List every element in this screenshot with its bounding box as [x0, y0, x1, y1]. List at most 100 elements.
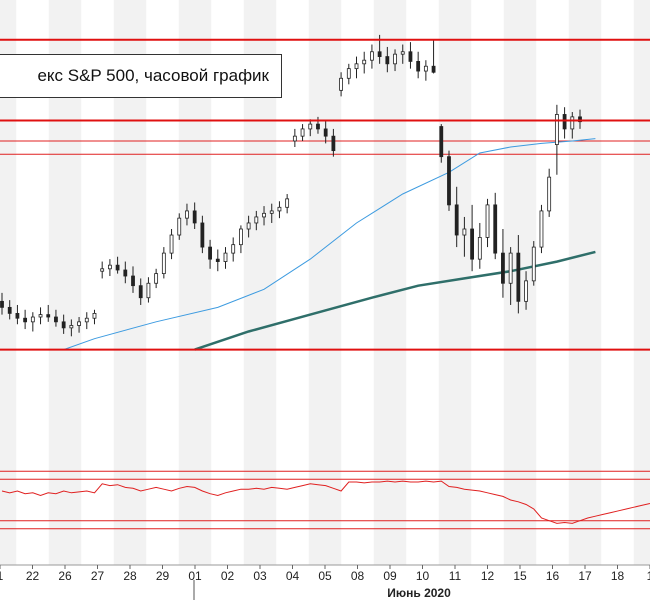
candle-body	[316, 123, 320, 130]
candle-body	[185, 210, 189, 219]
x-tick-label: 16	[546, 569, 560, 583]
candle-body	[77, 321, 81, 326]
candle-body	[169, 234, 174, 254]
x-tick-label: 1	[647, 569, 650, 583]
candle-body	[46, 314, 51, 318]
candle	[470, 204, 475, 272]
candle-body	[323, 128, 328, 137]
day-band	[373, 0, 407, 565]
candle	[146, 277, 151, 303]
candle-body	[200, 222, 205, 248]
candle	[331, 128, 336, 157]
x-tick-label: 09	[383, 569, 397, 583]
candle-body	[154, 273, 159, 284]
candle	[292, 128, 297, 148]
candle	[570, 112, 575, 139]
short-moving-average-line	[63, 138, 596, 351]
x-tick-label: 05	[318, 569, 332, 583]
candle-body	[292, 135, 297, 142]
candle-body	[107, 264, 112, 270]
candle-body	[115, 264, 120, 271]
candle	[239, 225, 243, 254]
candle-body	[215, 258, 220, 262]
candle	[262, 206, 266, 226]
candle-body	[362, 59, 367, 65]
candle-body	[285, 198, 290, 208]
candle-body	[38, 314, 43, 318]
candle	[123, 261, 128, 284]
candle-body	[208, 246, 212, 260]
candle-body	[23, 317, 28, 323]
candle-body	[69, 325, 74, 329]
candle	[501, 229, 505, 298]
candle	[100, 261, 105, 279]
candle	[454, 186, 459, 248]
candle	[531, 241, 536, 286]
candle	[84, 312, 89, 330]
candle	[254, 210, 259, 231]
candle-body	[177, 217, 182, 236]
x-tick-label: 22	[26, 569, 40, 583]
candle	[0, 292, 4, 315]
x-tick-label: 12	[481, 569, 495, 583]
x-tick-label: 17	[578, 569, 592, 583]
candle	[7, 300, 12, 320]
candle-body	[531, 246, 536, 282]
x-tick-label: 27	[91, 569, 105, 583]
x-tick-label: 18	[611, 569, 625, 583]
candle-body	[562, 114, 567, 130]
candle-body	[138, 285, 143, 299]
candle	[400, 44, 405, 64]
candle	[493, 192, 498, 260]
candle	[131, 266, 135, 293]
candle	[370, 44, 374, 69]
candle-body	[300, 128, 305, 137]
candle-body	[15, 312, 20, 319]
candle-body	[416, 61, 421, 72]
candle	[269, 203, 274, 223]
candle-body	[516, 252, 521, 302]
candle	[200, 215, 205, 254]
candle-body	[508, 252, 513, 284]
candle-body	[447, 156, 451, 206]
candle	[23, 309, 28, 330]
candle	[69, 319, 74, 337]
x-axis: 1 22 26 27 28 29 01 02 03 04 05 08 09 10 11 12 15 16 17 18 1	[0, 564, 650, 600]
candle-body	[339, 77, 343, 91]
candle	[15, 304, 20, 325]
candle-body	[439, 126, 444, 158]
candle-body	[346, 68, 351, 79]
candle-body	[477, 237, 482, 260]
candle	[423, 60, 428, 81]
candle-body	[547, 176, 552, 212]
candle	[485, 198, 490, 248]
oscillator-levels	[0, 470, 650, 530]
x-tick-label: 04	[286, 569, 300, 583]
candle-body	[254, 216, 259, 224]
chart-title: екс S&P 500, часовой график	[0, 54, 282, 98]
candle-body	[61, 321, 66, 329]
thick-levels	[0, 38, 650, 351]
candle	[154, 268, 159, 289]
x-tick-label: 08	[351, 569, 365, 583]
x-tick-label: 29	[156, 569, 170, 583]
candle	[308, 119, 313, 137]
x-tick-label: 26	[58, 569, 72, 583]
candle	[516, 235, 521, 314]
candle-body	[485, 204, 490, 238]
day-band	[308, 0, 342, 565]
x-tick-label: 1	[0, 569, 4, 583]
x-tick-label: 11	[449, 569, 462, 583]
candle-body	[462, 228, 467, 236]
x-tick-label: 03	[253, 569, 267, 583]
candle-body	[84, 317, 89, 323]
candle-body	[131, 275, 135, 287]
candle-body	[239, 228, 243, 246]
candle-body	[377, 51, 382, 57]
candle	[477, 222, 482, 269]
candle	[192, 202, 197, 229]
candle-body	[54, 316, 58, 323]
candle	[431, 39, 436, 74]
x-tick-label: 10	[416, 569, 430, 583]
